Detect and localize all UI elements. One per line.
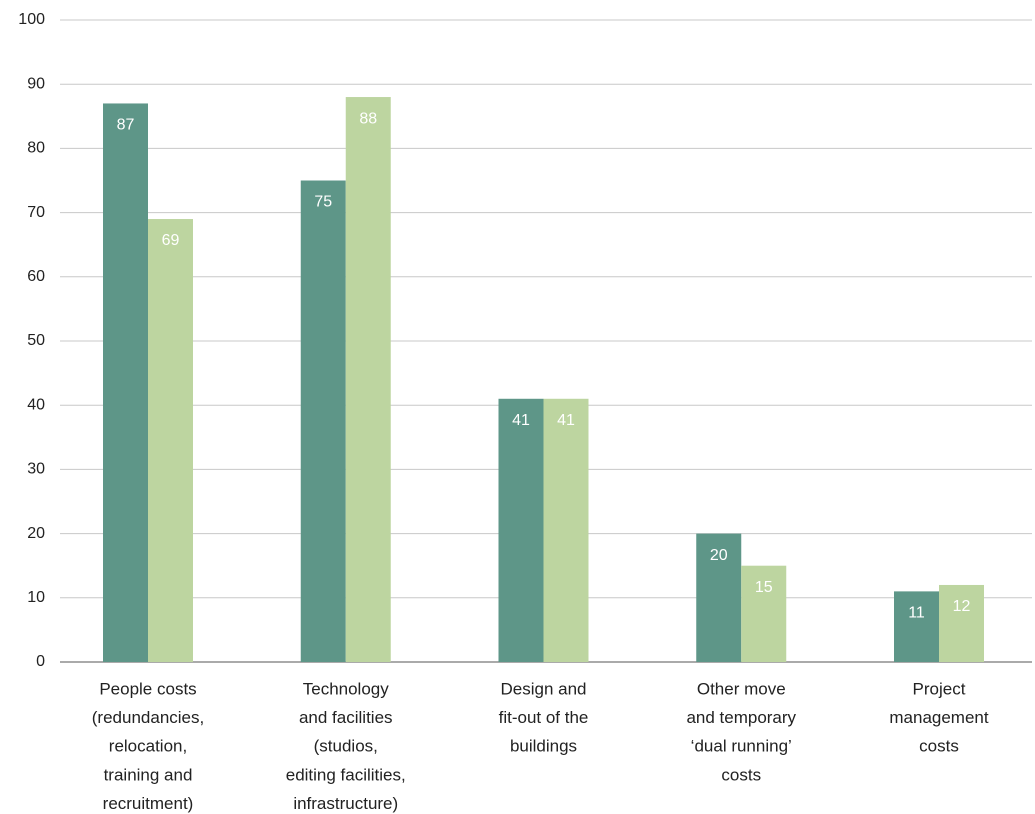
y-tick-label: 100 — [18, 11, 45, 28]
value-label: 41 — [557, 412, 575, 429]
bar — [939, 584, 984, 662]
y-tick-label: 40 — [27, 396, 45, 413]
bar — [148, 219, 193, 662]
y-tick-label: 70 — [27, 204, 45, 221]
value-label: 69 — [162, 232, 180, 249]
bar — [103, 103, 148, 662]
y-tick-label: 10 — [27, 589, 45, 606]
x-tick-label: buildings — [510, 737, 577, 756]
value-label: 75 — [314, 194, 332, 211]
x-tick-label: training and — [104, 765, 193, 784]
y-tick-label: 20 — [27, 525, 45, 542]
value-label: 20 — [710, 547, 728, 564]
y-tick-label: 90 — [27, 75, 45, 92]
x-tick-label: costs — [721, 765, 761, 784]
x-tick-label: People costs — [99, 679, 196, 698]
y-tick-label: 0 — [36, 653, 45, 670]
value-label: 15 — [755, 579, 773, 596]
y-tick-label: 50 — [27, 332, 45, 349]
bar — [345, 97, 391, 663]
value-label: 87 — [117, 117, 135, 134]
x-tick-label: infrastructure) — [293, 794, 398, 813]
x-tick-label: ‘dual running’ — [691, 737, 792, 756]
x-tick-label: and facilities — [299, 708, 393, 727]
x-tick-label: fit-out of the — [499, 708, 589, 727]
bar — [696, 533, 742, 662]
x-tick-label: and temporary — [686, 708, 796, 727]
value-label: 11 — [908, 605, 925, 622]
x-tick-label: relocation, — [109, 737, 187, 756]
x-tick-label: management — [889, 708, 989, 727]
x-tick-label: Project — [913, 679, 966, 698]
bar — [300, 180, 346, 662]
x-tick-label: (redundancies, — [92, 708, 204, 727]
bar — [894, 591, 939, 662]
value-label: 12 — [953, 598, 971, 615]
x-tick-label: (studios, — [314, 737, 378, 756]
bar — [498, 398, 544, 662]
x-tick-label: costs — [919, 737, 959, 756]
value-label: 88 — [359, 110, 377, 127]
bar — [543, 398, 589, 662]
x-tick-label: Design and — [500, 679, 586, 698]
x-tick-label: recruitment) — [103, 794, 194, 813]
y-tick-label: 80 — [27, 140, 45, 157]
bar — [741, 565, 787, 662]
x-tick-label: Other move — [697, 679, 786, 698]
x-tick-label: editing facilities, — [286, 765, 406, 784]
y-tick-label: 60 — [27, 268, 45, 285]
x-tick-label: Technology — [303, 679, 390, 698]
y-tick-label: 30 — [27, 461, 45, 478]
value-label: 41 — [512, 412, 530, 429]
